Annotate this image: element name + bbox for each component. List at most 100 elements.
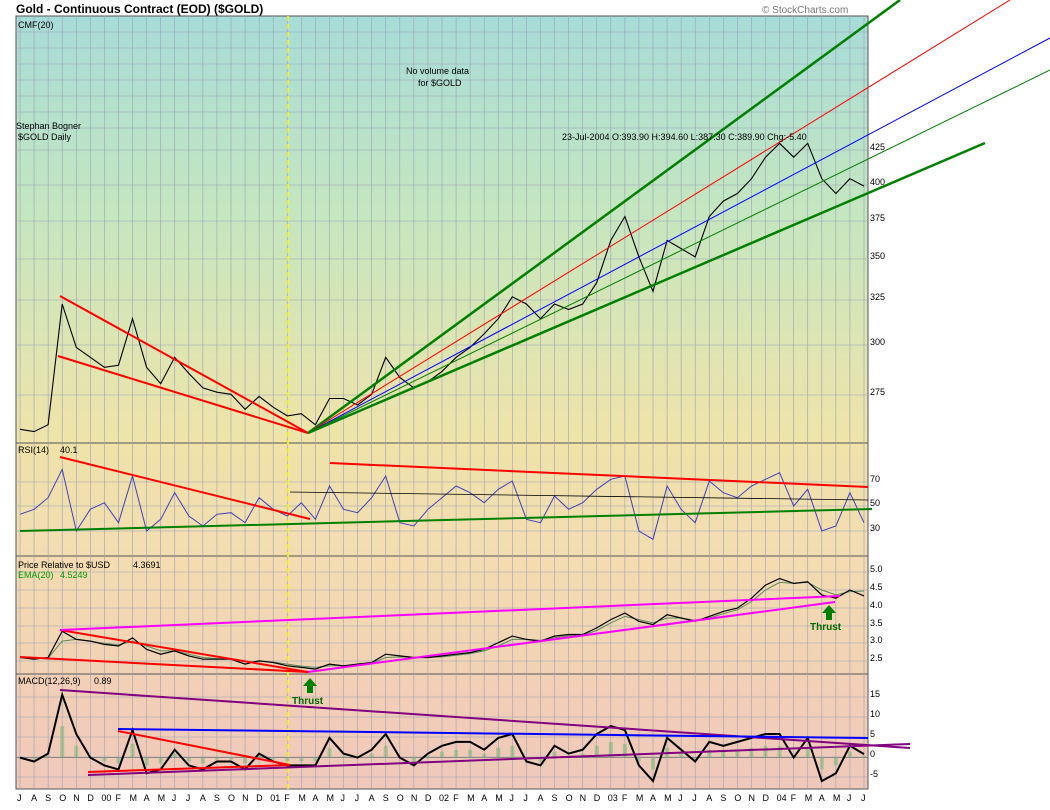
thrust-label-2: Thrust	[810, 622, 842, 633]
x-tick-label: A	[200, 793, 206, 803]
x-tick-label: J	[355, 793, 360, 803]
rel-trendline-red-lower	[19, 656, 309, 673]
rsi-trendline-down	[59, 456, 311, 520]
x-tick-label: A	[481, 793, 487, 803]
x-tick-label: N	[242, 793, 249, 803]
x-tick-label: M	[130, 793, 138, 803]
x-tick-label: O	[228, 793, 235, 803]
rel-ytick-4.5: 4.5	[870, 582, 883, 592]
trendline-red-lower	[57, 355, 309, 434]
rel-ytick-2.5: 2.5	[870, 653, 883, 663]
x-tick-label: M	[158, 793, 166, 803]
x-tick-label: S	[214, 793, 220, 803]
x-tick-label: O	[566, 793, 573, 803]
macd-ytick-0: 0	[870, 749, 875, 759]
x-tick-label: S	[45, 793, 51, 803]
x-tick-label: N	[411, 793, 418, 803]
thrust-arrow-2	[822, 605, 836, 620]
x-tick-label: 02	[439, 793, 449, 803]
x-tick-label: D	[87, 793, 94, 803]
x-tick-label: D	[256, 793, 263, 803]
macd-ytick-10: 10	[870, 709, 880, 719]
macd-trendline-red-1	[117, 730, 291, 766]
rsi-trendline-top	[329, 462, 869, 488]
x-tick-label: A	[369, 793, 375, 803]
x-tick-label: A	[537, 793, 543, 803]
trendline-red-upper	[59, 295, 309, 434]
macd-trendline-red-2	[87, 764, 291, 773]
x-tick-label: S	[720, 793, 726, 803]
x-tick-label: N	[73, 793, 80, 803]
x-tick-label: J	[172, 793, 177, 803]
rel-trendline-red-upper	[59, 629, 309, 673]
x-axis-labels: J A S O N D 00 F M A M J J A S O N D 01 F M A M J J A S O N D 02 F M A M J J…	[17, 793, 866, 803]
x-tick-label: A	[31, 793, 37, 803]
rel-trendline-magenta-top	[59, 595, 841, 631]
rsi-ytick-70: 70	[870, 474, 880, 484]
ema-value: 4.5249	[60, 570, 88, 580]
x-tick-label: N	[748, 793, 755, 803]
thrust-arrow-1	[303, 678, 317, 693]
x-tick-label: J	[692, 793, 697, 803]
x-tick-label: J	[17, 793, 22, 803]
x-tick-label: F	[284, 793, 290, 803]
macd-trendline-purple-up	[87, 743, 911, 776]
x-tick-label: O	[59, 793, 66, 803]
quote-label: 23-Jul-2004 O:393.90 H:394.60 L:387.30 C…	[562, 132, 807, 142]
x-tick-label: 04	[777, 793, 787, 803]
x-tick-label: M	[467, 793, 475, 803]
ema-label: EMA(20)	[18, 570, 54, 580]
macd-ytick-15: 15	[870, 689, 880, 699]
fan-line-green-thin	[307, 69, 1050, 434]
rel-ytick-3.5: 3.5	[870, 618, 883, 628]
x-tick-label: M	[664, 793, 672, 803]
symbol-label: $GOLD Daily	[18, 132, 72, 142]
x-tick-label: J	[341, 793, 346, 803]
x-tick-label: A	[819, 793, 825, 803]
rsi-midline	[289, 491, 869, 501]
x-tick-label: J	[678, 793, 683, 803]
x-tick-label: A	[144, 793, 150, 803]
x-tick-label: D	[763, 793, 770, 803]
macd-ytick-minus5: -5	[870, 769, 878, 779]
rsi-value: 40.1	[60, 445, 78, 455]
price-ytick-350: 350	[870, 251, 885, 261]
x-tick-label: M	[833, 793, 841, 803]
x-tick-label: O	[397, 793, 404, 803]
x-tick-label: D	[594, 793, 601, 803]
x-tick-label: F	[115, 793, 121, 803]
x-tick-label: O	[734, 793, 741, 803]
x-tick-label: J	[847, 793, 852, 803]
x-tick-label: M	[636, 793, 644, 803]
macd-trendline-purple-down	[59, 689, 911, 749]
price-line	[19, 142, 865, 433]
x-tick-label: J	[861, 793, 866, 803]
cmf-note-2: for $GOLD	[418, 78, 462, 88]
cmf-label: CMF(20)	[18, 20, 54, 30]
cmf-note-1: No volume data	[406, 66, 469, 76]
rel-trendline-magenta-base	[307, 601, 836, 673]
macd-ytick-5: 5	[870, 729, 875, 739]
x-tick-label: 01	[270, 793, 280, 803]
thrust-label-1: Thrust	[292, 696, 324, 707]
watermark: © StockCharts.com	[762, 5, 848, 16]
ema-line	[19, 581, 865, 668]
price-ytick-400: 400	[870, 177, 885, 187]
rsi-line	[19, 467, 865, 541]
fan-line-blue	[307, 37, 1050, 434]
x-tick-label: A	[706, 793, 712, 803]
chart-title: Gold - Continuous Contract (EOD) ($GOLD)	[16, 2, 263, 16]
x-tick-label: N	[580, 793, 587, 803]
x-tick-label: F	[453, 793, 459, 803]
macd-label: MACD(12,26,9)	[18, 676, 81, 686]
author-label: Stephan Bogner	[16, 121, 81, 131]
x-tick-label: M	[326, 793, 334, 803]
x-tick-label: S	[383, 793, 389, 803]
relative-label: Price Relative to $USD	[18, 560, 111, 570]
x-tick-label: S	[552, 793, 558, 803]
rel-ytick-3.0: 3.0	[870, 635, 883, 645]
grid	[16, 16, 868, 789]
x-tick-label: M	[805, 793, 813, 803]
price-ytick-275: 275	[870, 387, 885, 397]
